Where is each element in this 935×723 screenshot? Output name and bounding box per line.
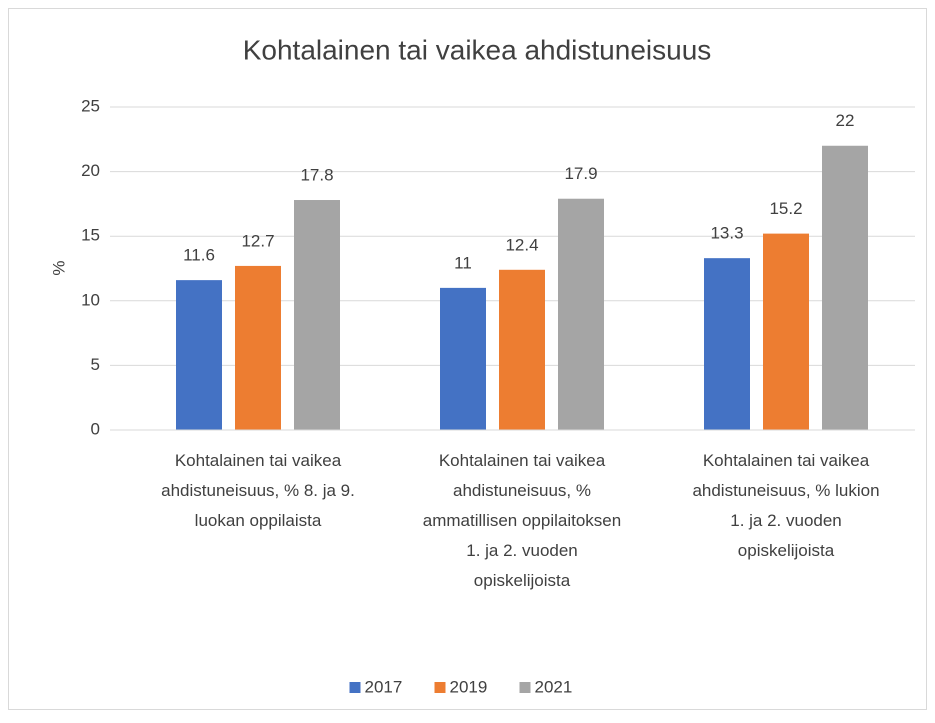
data-label: 22 bbox=[836, 111, 855, 130]
bar bbox=[176, 280, 222, 430]
bar bbox=[558, 198, 604, 430]
data-label: 11 bbox=[454, 253, 472, 272]
y-tick-label: 20 bbox=[81, 161, 100, 180]
chart-title: Kohtalainen tai vaikea ahdistuneisuus bbox=[243, 34, 712, 65]
legend-swatch bbox=[519, 682, 531, 693]
data-label: 17.8 bbox=[300, 166, 333, 185]
bar bbox=[499, 269, 545, 430]
data-label: 13.3 bbox=[710, 224, 743, 243]
x-tick-label: Kohtalainen tai vaikea ahdistuneisuus, % … bbox=[161, 451, 355, 530]
data-label: 11.6 bbox=[183, 246, 215, 265]
legend-swatch bbox=[349, 682, 361, 693]
bar bbox=[294, 200, 340, 430]
x-tick-label: Kohtalainen tai vaikea ahdistuneisuus, % … bbox=[692, 451, 879, 560]
y-axis-label: % bbox=[49, 260, 68, 275]
data-label: 12.4 bbox=[505, 235, 538, 254]
y-tick-label: 5 bbox=[91, 355, 100, 374]
x-tick-label: Kohtalainen tai vaikea ahdistuneisuus, % a… bbox=[423, 451, 621, 590]
bar bbox=[704, 258, 750, 430]
y-tick-label: 25 bbox=[81, 96, 100, 115]
legend-label: 2017 bbox=[365, 677, 403, 696]
bar bbox=[235, 265, 281, 430]
bar bbox=[763, 233, 809, 430]
legend-swatch bbox=[434, 682, 446, 693]
data-label: 17.9 bbox=[564, 164, 597, 183]
bar bbox=[440, 287, 486, 430]
y-tick-label: 15 bbox=[81, 226, 100, 245]
legend-label: 2019 bbox=[450, 677, 488, 696]
y-tick-label: 10 bbox=[81, 290, 100, 309]
y-tick-label: 0 bbox=[91, 419, 100, 438]
data-label: 15.2 bbox=[769, 199, 802, 218]
legend-label: 2021 bbox=[535, 677, 573, 696]
bar bbox=[822, 145, 868, 430]
data-label: 12.7 bbox=[241, 231, 274, 250]
